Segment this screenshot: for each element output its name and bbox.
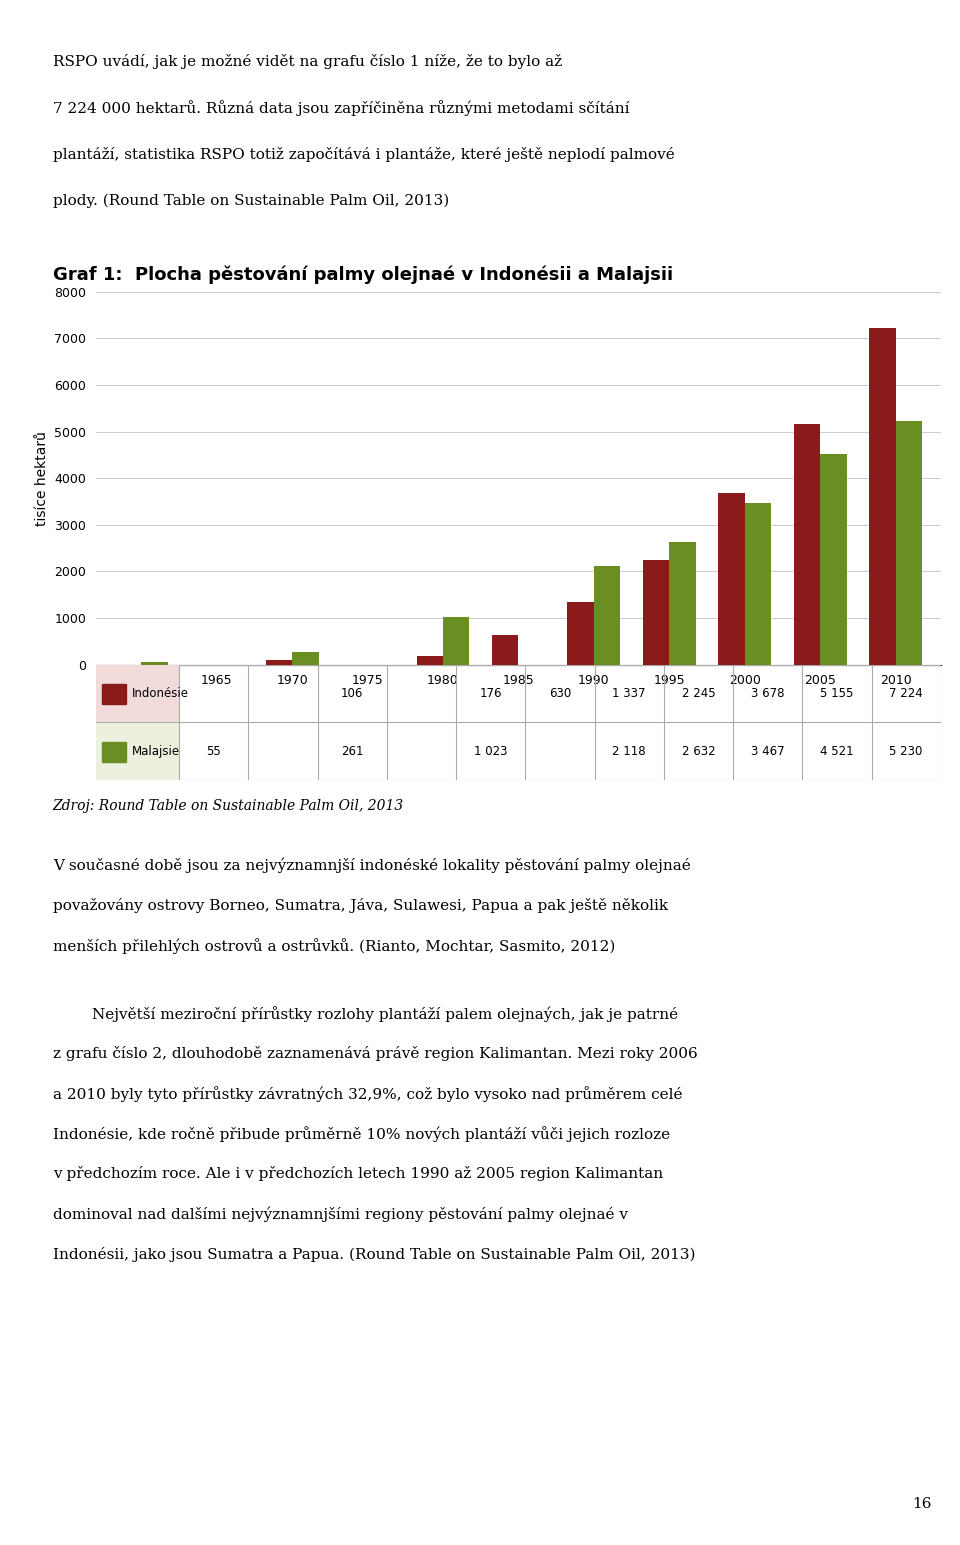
Text: 630: 630 (549, 688, 571, 700)
Bar (96, 723, 180, 780)
Bar (96, 664, 180, 723)
Text: 7 224 000 hektarů. Různá data jsou zapříčiněna různými metodami sčítání: 7 224 000 hektarů. Různá data jsou zapří… (53, 100, 630, 116)
Text: plody. (Round Table on Sustainable Palm Oil, 2013): plody. (Round Table on Sustainable Palm … (53, 193, 449, 207)
Bar (492, 635, 518, 664)
Bar (820, 454, 847, 664)
Bar (594, 565, 620, 664)
Text: 1 337: 1 337 (612, 688, 646, 700)
Bar (794, 425, 820, 664)
Bar (292, 652, 319, 664)
Y-axis label: tisíce hektarů: tisíce hektarů (35, 431, 49, 525)
Text: 106: 106 (341, 688, 364, 700)
Text: v předchozím roce. Ale i v předchozích letech 1990 až 2005 region Kalimantan: v předchozím roce. Ale i v předchozích l… (53, 1166, 663, 1182)
Text: 3 467: 3 467 (751, 745, 784, 759)
Text: 1 023: 1 023 (474, 745, 508, 759)
Text: Indonésie: Indonésie (132, 688, 189, 700)
Text: RSPO uvádí, jak je možné vidět na grafu číslo 1 níže, že to bylo až: RSPO uvádí, jak je možné vidět na grafu … (53, 54, 562, 70)
Bar (896, 420, 922, 664)
Bar (669, 542, 696, 664)
Text: Indonésie, kde ročně přibude průměrně 10% nových plantáží vůči jejich rozloze: Indonésie, kde ročně přibude průměrně 10… (53, 1126, 670, 1142)
Bar (266, 660, 292, 664)
Bar (643, 559, 669, 664)
Text: 2 245: 2 245 (682, 688, 715, 700)
Text: 5 230: 5 230 (890, 745, 923, 759)
Text: považovány ostrovy Borneo, Sumatra, Jáva, Sulawesi, Papua a pak ještě několik: považovány ostrovy Borneo, Sumatra, Jáva… (53, 898, 668, 913)
Bar (567, 603, 594, 664)
Text: dominoval nad dalšími nejvýznamnjšími regiony pěstování palmy olejnaé v: dominoval nad dalšími nejvýznamnjšími re… (53, 1207, 628, 1222)
Text: 3 678: 3 678 (751, 688, 784, 700)
Text: 5 155: 5 155 (820, 688, 853, 700)
Text: Graf 1:  Plocha pěstování palmy olejnaé v Indonésii a Malajsii: Graf 1: Plocha pěstování palmy olejnaé v… (53, 266, 673, 284)
Text: 2 632: 2 632 (682, 745, 715, 759)
Bar (102, 684, 126, 705)
Text: menších přilehlých ostrovů a ostrůvků. (Rianto, Mochtar, Sasmito, 2012): menších přilehlých ostrovů a ostrůvků. (… (53, 938, 615, 953)
Text: Zdroj: Round Table on Sustainable Palm Oil, 2013: Zdroj: Round Table on Sustainable Palm O… (53, 799, 404, 813)
Text: 55: 55 (206, 745, 221, 759)
Text: 2 118: 2 118 (612, 745, 646, 759)
Bar (745, 504, 771, 664)
Bar (869, 328, 896, 664)
Bar (102, 742, 126, 762)
Bar (417, 657, 443, 664)
Text: V současné době jsou za nejvýznamnjší indonéské lokality pěstování palmy olejnaé: V současné době jsou za nejvýznamnjší in… (53, 857, 690, 873)
Text: plantáží, statistika RSPO totiž započítává i plantáže, které ještě neplodí palmo: plantáží, statistika RSPO totiž započítá… (53, 147, 675, 162)
Text: Indonésii, jako jsou Sumatra a Papua. (Round Table on Sustainable Palm Oil, 2013: Indonésii, jako jsou Sumatra a Papua. (R… (53, 1247, 695, 1262)
Bar (443, 616, 469, 664)
Text: 7 224: 7 224 (889, 688, 924, 700)
Text: Největší meziroční přírůstky rozlohy plantáží palem olejnaých, jak je patrné: Největší meziroční přírůstky rozlohy pla… (53, 1006, 678, 1021)
Text: Malajsie: Malajsie (132, 745, 180, 759)
Text: z grafu číslo 2, dlouhodobě zaznamenává právě region Kalimantan. Mezi roky 2006: z grafu číslo 2, dlouhodobě zaznamenává … (53, 1046, 698, 1061)
Bar (141, 663, 168, 664)
Bar (718, 493, 745, 664)
Text: 261: 261 (341, 745, 364, 759)
Text: 4 521: 4 521 (820, 745, 853, 759)
Text: 16: 16 (912, 1497, 931, 1511)
Text: 176: 176 (479, 688, 502, 700)
Text: a 2010 byly tyto přírůstky závratných 32,9%, což bylo vysoko nad průměrem celé: a 2010 byly tyto přírůstky závratných 32… (53, 1086, 683, 1102)
